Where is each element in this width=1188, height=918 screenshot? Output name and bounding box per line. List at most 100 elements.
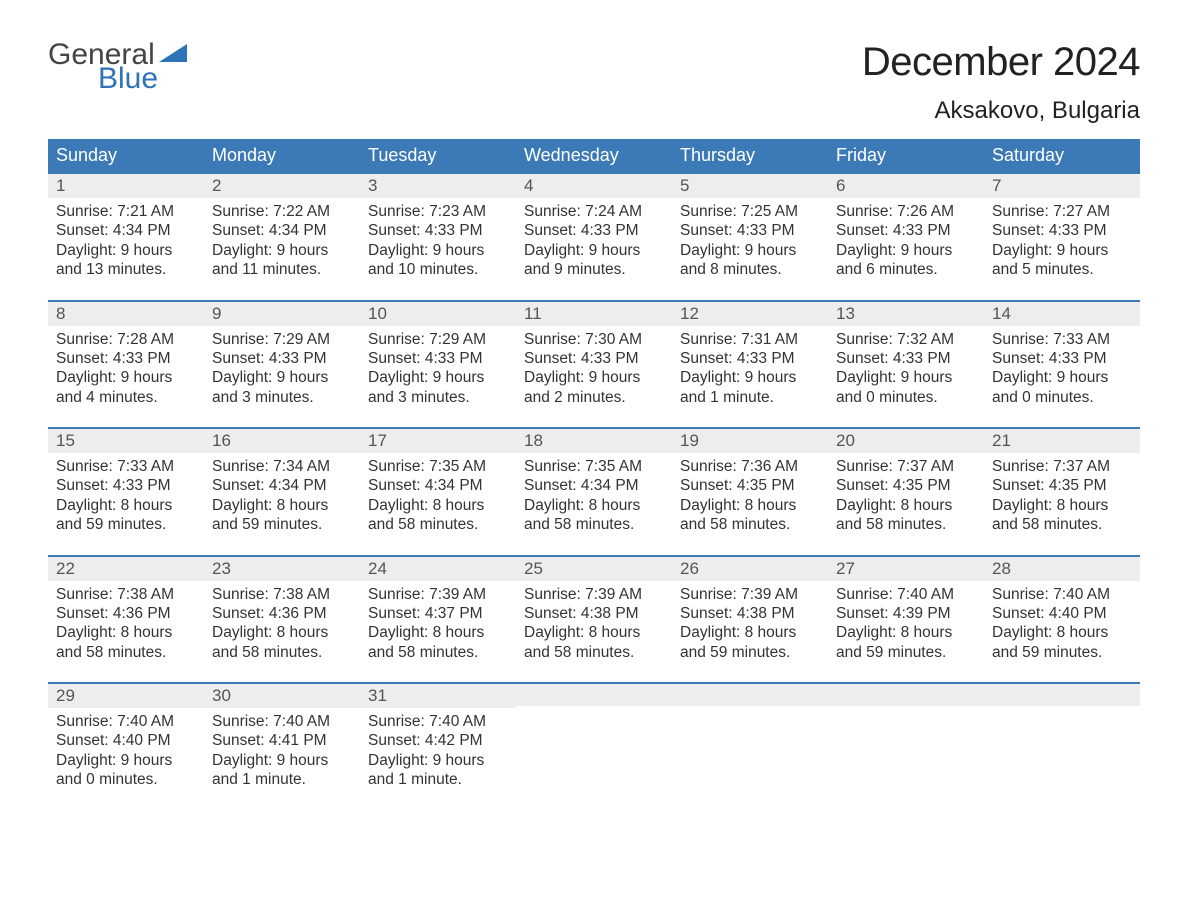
day-info-line: and 0 minutes.: [992, 388, 1132, 407]
calendar-day: 24Sunrise: 7:39 AMSunset: 4:37 PMDayligh…: [360, 557, 516, 669]
day-info-line: Sunset: 4:35 PM: [992, 476, 1132, 495]
calendar-day: 7Sunrise: 7:27 AMSunset: 4:33 PMDaylight…: [984, 174, 1140, 286]
calendar-day: 6Sunrise: 7:26 AMSunset: 4:33 PMDaylight…: [828, 174, 984, 286]
day-info-line: Daylight: 9 hours: [680, 241, 820, 260]
calendar-day: 9Sunrise: 7:29 AMSunset: 4:33 PMDaylight…: [204, 302, 360, 414]
day-info-line: Sunset: 4:38 PM: [524, 604, 664, 623]
day-info-line: and 59 minutes.: [56, 515, 196, 534]
day-info-line: Sunrise: 7:34 AM: [212, 457, 352, 476]
date-number: 13: [828, 302, 984, 326]
day-info-line: Sunset: 4:33 PM: [992, 349, 1132, 368]
day-info-line: Sunset: 4:35 PM: [836, 476, 976, 495]
date-number: 17: [360, 429, 516, 453]
day-info-line: Sunset: 4:36 PM: [212, 604, 352, 623]
day-info-line: Daylight: 8 hours: [56, 623, 196, 642]
date-number: 30: [204, 684, 360, 708]
day-info-line: Daylight: 8 hours: [212, 496, 352, 515]
date-number: 15: [48, 429, 204, 453]
day-info-line: and 58 minutes.: [524, 643, 664, 662]
calendar-day: 15Sunrise: 7:33 AMSunset: 4:33 PMDayligh…: [48, 429, 204, 541]
date-number: 19: [672, 429, 828, 453]
day-info-line: Sunrise: 7:38 AM: [212, 585, 352, 604]
date-number: 31: [360, 684, 516, 708]
header: General Blue December 2024 Aksakovo, Bul…: [48, 40, 1140, 125]
day-info-line: Sunrise: 7:39 AM: [524, 585, 664, 604]
day-info-line: Sunrise: 7:39 AM: [368, 585, 508, 604]
day-info-line: Sunrise: 7:24 AM: [524, 202, 664, 221]
day-info-line: and 58 minutes.: [992, 515, 1132, 534]
day-info-line: and 58 minutes.: [56, 643, 196, 662]
day-info-line: Sunset: 4:33 PM: [56, 476, 196, 495]
day-info-line: and 59 minutes.: [212, 515, 352, 534]
date-number: 22: [48, 557, 204, 581]
weekday-label: Monday: [204, 139, 360, 172]
date-number: [828, 684, 984, 706]
day-info-line: Sunset: 4:41 PM: [212, 731, 352, 750]
day-info-line: Sunrise: 7:32 AM: [836, 330, 976, 349]
calendar-week: 22 Sunrise: 7:38 AMSunset: 4:36 PM Dayligh…: [48, 555, 1140, 669]
day-info-line: Sunrise: 7:28 AM: [56, 330, 196, 349]
day-info-line: Sunset: 4:35 PM: [680, 476, 820, 495]
calendar-week: 1Sunrise: 7:21 AMSunset: 4:34 PMDaylight…: [48, 172, 1140, 286]
calendar-day: 27Sunrise: 7:40 AMSunset: 4:39 PMDayligh…: [828, 557, 984, 669]
date-number: 28: [984, 557, 1140, 581]
day-info-line: Sunrise: 7:40 AM: [56, 712, 196, 731]
calendar-day: 20Sunrise: 7:37 AMSunset: 4:35 PMDayligh…: [828, 429, 984, 541]
day-info-line: Sunrise: 7:35 AM: [524, 457, 664, 476]
day-info-line: and 1 minute.: [368, 770, 508, 789]
date-number: 10: [360, 302, 516, 326]
calendar-day-empty: [828, 684, 984, 796]
day-info-line: Sunrise: 7:40 AM: [212, 712, 352, 731]
day-info-line: Sunrise: 7:37 AM: [992, 457, 1132, 476]
day-info-line: Daylight: 9 hours: [212, 368, 352, 387]
day-info-line: and 0 minutes.: [836, 388, 976, 407]
day-info-line: Sunset: 4:34 PM: [212, 476, 352, 495]
day-info-line: Sunset: 4:40 PM: [56, 731, 196, 750]
day-info-line: and 4 minutes.: [56, 388, 196, 407]
calendar-day: 22Sunrise: 7:38 AMSunset: 4:36 PMDayligh…: [48, 557, 204, 669]
calendar-day-empty: [516, 684, 672, 796]
day-info-line: and 1 minute.: [212, 770, 352, 789]
day-info-line: Daylight: 8 hours: [992, 496, 1132, 515]
day-info-line: Sunset: 4:34 PM: [212, 221, 352, 240]
weekday-label: Thursday: [672, 139, 828, 172]
day-info-line: and 59 minutes.: [992, 643, 1132, 662]
day-info-line: Sunrise: 7:30 AM: [524, 330, 664, 349]
date-number: 4: [516, 174, 672, 198]
day-info-line: and 10 minutes.: [368, 260, 508, 279]
day-info-line: and 3 minutes.: [368, 388, 508, 407]
day-info-line: Daylight: 8 hours: [368, 496, 508, 515]
calendar-day: 12Sunrise: 7:31 AMSunset: 4:33 PMDayligh…: [672, 302, 828, 414]
day-info-line: Sunset: 4:34 PM: [524, 476, 664, 495]
day-info-line: Daylight: 8 hours: [836, 623, 976, 642]
day-info-line: Sunset: 4:42 PM: [368, 731, 508, 750]
date-number: 23: [204, 557, 360, 581]
day-info-line: and 13 minutes.: [56, 260, 196, 279]
weekday-header: SundayMondayTuesdayWednesdayThursdayFrid…: [48, 139, 1140, 172]
date-number: [516, 684, 672, 706]
weekday-label: Friday: [828, 139, 984, 172]
day-info-line: Daylight: 8 hours: [56, 496, 196, 515]
day-info-line: Sunrise: 7:27 AM: [992, 202, 1132, 221]
day-info-line: Daylight: 8 hours: [680, 623, 820, 642]
day-info-line: Daylight: 9 hours: [524, 368, 664, 387]
day-info-line: Sunrise: 7:22 AM: [212, 202, 352, 221]
day-info-line: and 11 minutes.: [212, 260, 352, 279]
calendar-day: 28Sunrise: 7:40 AMSunset: 4:40 PMDayligh…: [984, 557, 1140, 669]
day-info-line: Sunrise: 7:40 AM: [836, 585, 976, 604]
day-info-line: Sunset: 4:33 PM: [524, 349, 664, 368]
day-info-line: and 58 minutes.: [368, 643, 508, 662]
day-info-line: Sunset: 4:33 PM: [212, 349, 352, 368]
day-info-line: and 58 minutes.: [524, 515, 664, 534]
calendar-day: 5Sunrise: 7:25 AMSunset: 4:33 PMDaylight…: [672, 174, 828, 286]
day-info-line: Sunset: 4:38 PM: [680, 604, 820, 623]
calendar-day-empty: [672, 684, 828, 796]
calendar-day: 16Sunrise: 7:34 AMSunset: 4:34 PMDayligh…: [204, 429, 360, 541]
day-info-line: Sunset: 4:40 PM: [992, 604, 1132, 623]
calendar-day: 2Sunrise: 7:22 AMSunset: 4:34 PMDaylight…: [204, 174, 360, 286]
day-info-line: Sunset: 4:33 PM: [368, 349, 508, 368]
day-info-line: Sunset: 4:39 PM: [836, 604, 976, 623]
day-info-line: and 58 minutes.: [680, 515, 820, 534]
calendar-day: 25Sunrise: 7:39 AMSunset: 4:38 PMDayligh…: [516, 557, 672, 669]
date-number: 14: [984, 302, 1140, 326]
